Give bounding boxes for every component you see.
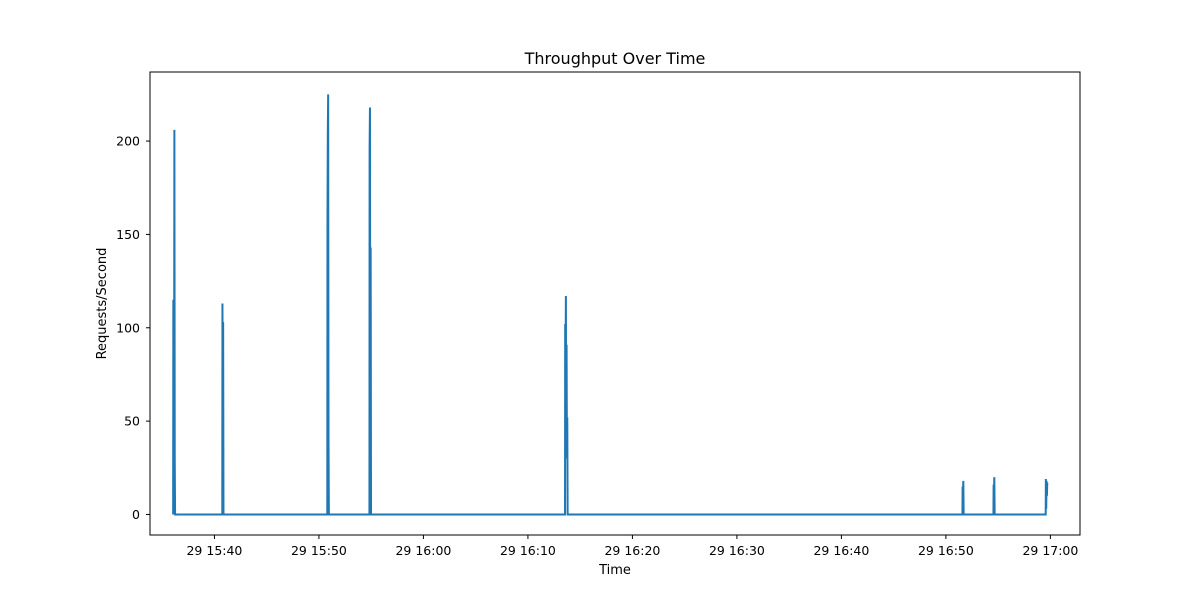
x-tick-label-5: 29 16:20	[604, 543, 660, 558]
y-tick-label-4: 150	[116, 227, 140, 242]
y-tick-label-3: 100	[116, 320, 140, 335]
y-tick-label-2: 50	[124, 414, 140, 429]
series-line-1	[172, 94, 1049, 516]
x-axis-label: Time	[598, 563, 631, 578]
plot-area	[149, 71, 1081, 536]
x-tick-label-3: 29 16:00	[395, 543, 451, 558]
axes-frame	[149, 71, 1081, 536]
series-group	[172, 94, 1049, 516]
x-tick-label-1: 29 15:40	[186, 543, 242, 558]
y-tick-label-5: 200	[116, 134, 140, 149]
x-tick-label-8: 29 16:50	[918, 543, 974, 558]
x-tick-label-9: 29 17:00	[1022, 543, 1078, 558]
x-tick-label-4: 29 16:10	[500, 543, 556, 558]
y-axis-label: Requests/Second	[95, 248, 110, 360]
x-tick-label-2: 29 15:50	[291, 543, 347, 558]
x-axis: 29 15:40 29 15:50 29 16:00 29 16:10 29 16:20…	[186, 535, 1078, 558]
y-axis: 0 50 100 150 200	[116, 134, 150, 522]
y-tick-label-1: 0	[132, 507, 140, 522]
x-tick-label-6: 29 16:30	[709, 543, 765, 558]
x-tick-label-7: 29 16:40	[813, 543, 869, 558]
chart-title: Throughput Over Time	[524, 49, 706, 68]
